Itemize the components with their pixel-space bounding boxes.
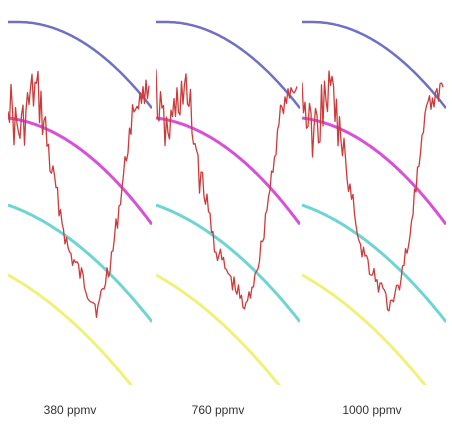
yellow-curve-380: [8, 273, 133, 385]
panel-caption-760: 760 ppmv: [191, 403, 245, 417]
cyan-curve-380: [8, 203, 152, 323]
panel-caption-380: 380 ppmv: [43, 403, 97, 417]
chart-panel-760: [156, 0, 300, 385]
blue-curve-380: [8, 20, 152, 109]
yellow-curve-1000: [302, 273, 427, 385]
magenta-curve-380: [8, 116, 152, 226]
magenta-curve-760: [156, 116, 300, 226]
red-trace-380: [8, 70, 150, 319]
blue-curve-1000: [302, 20, 446, 109]
magenta-curve-1000: [302, 116, 446, 226]
chart-svg-1000: [302, 20, 446, 385]
red-trace-760: [156, 69, 298, 310]
chart-svg-380: [8, 20, 152, 385]
chart-panel-1000: [302, 0, 446, 385]
yellow-curve-760: [156, 273, 281, 385]
blue-curve-760: [156, 20, 300, 109]
cyan-curve-1000: [302, 203, 446, 323]
red-trace-1000: [302, 70, 444, 312]
chart-panel-380: [8, 0, 152, 385]
chart-svg-760: [156, 20, 300, 385]
panel-caption-1000: 1000 ppmv: [342, 403, 402, 417]
cyan-curve-760: [156, 203, 300, 323]
